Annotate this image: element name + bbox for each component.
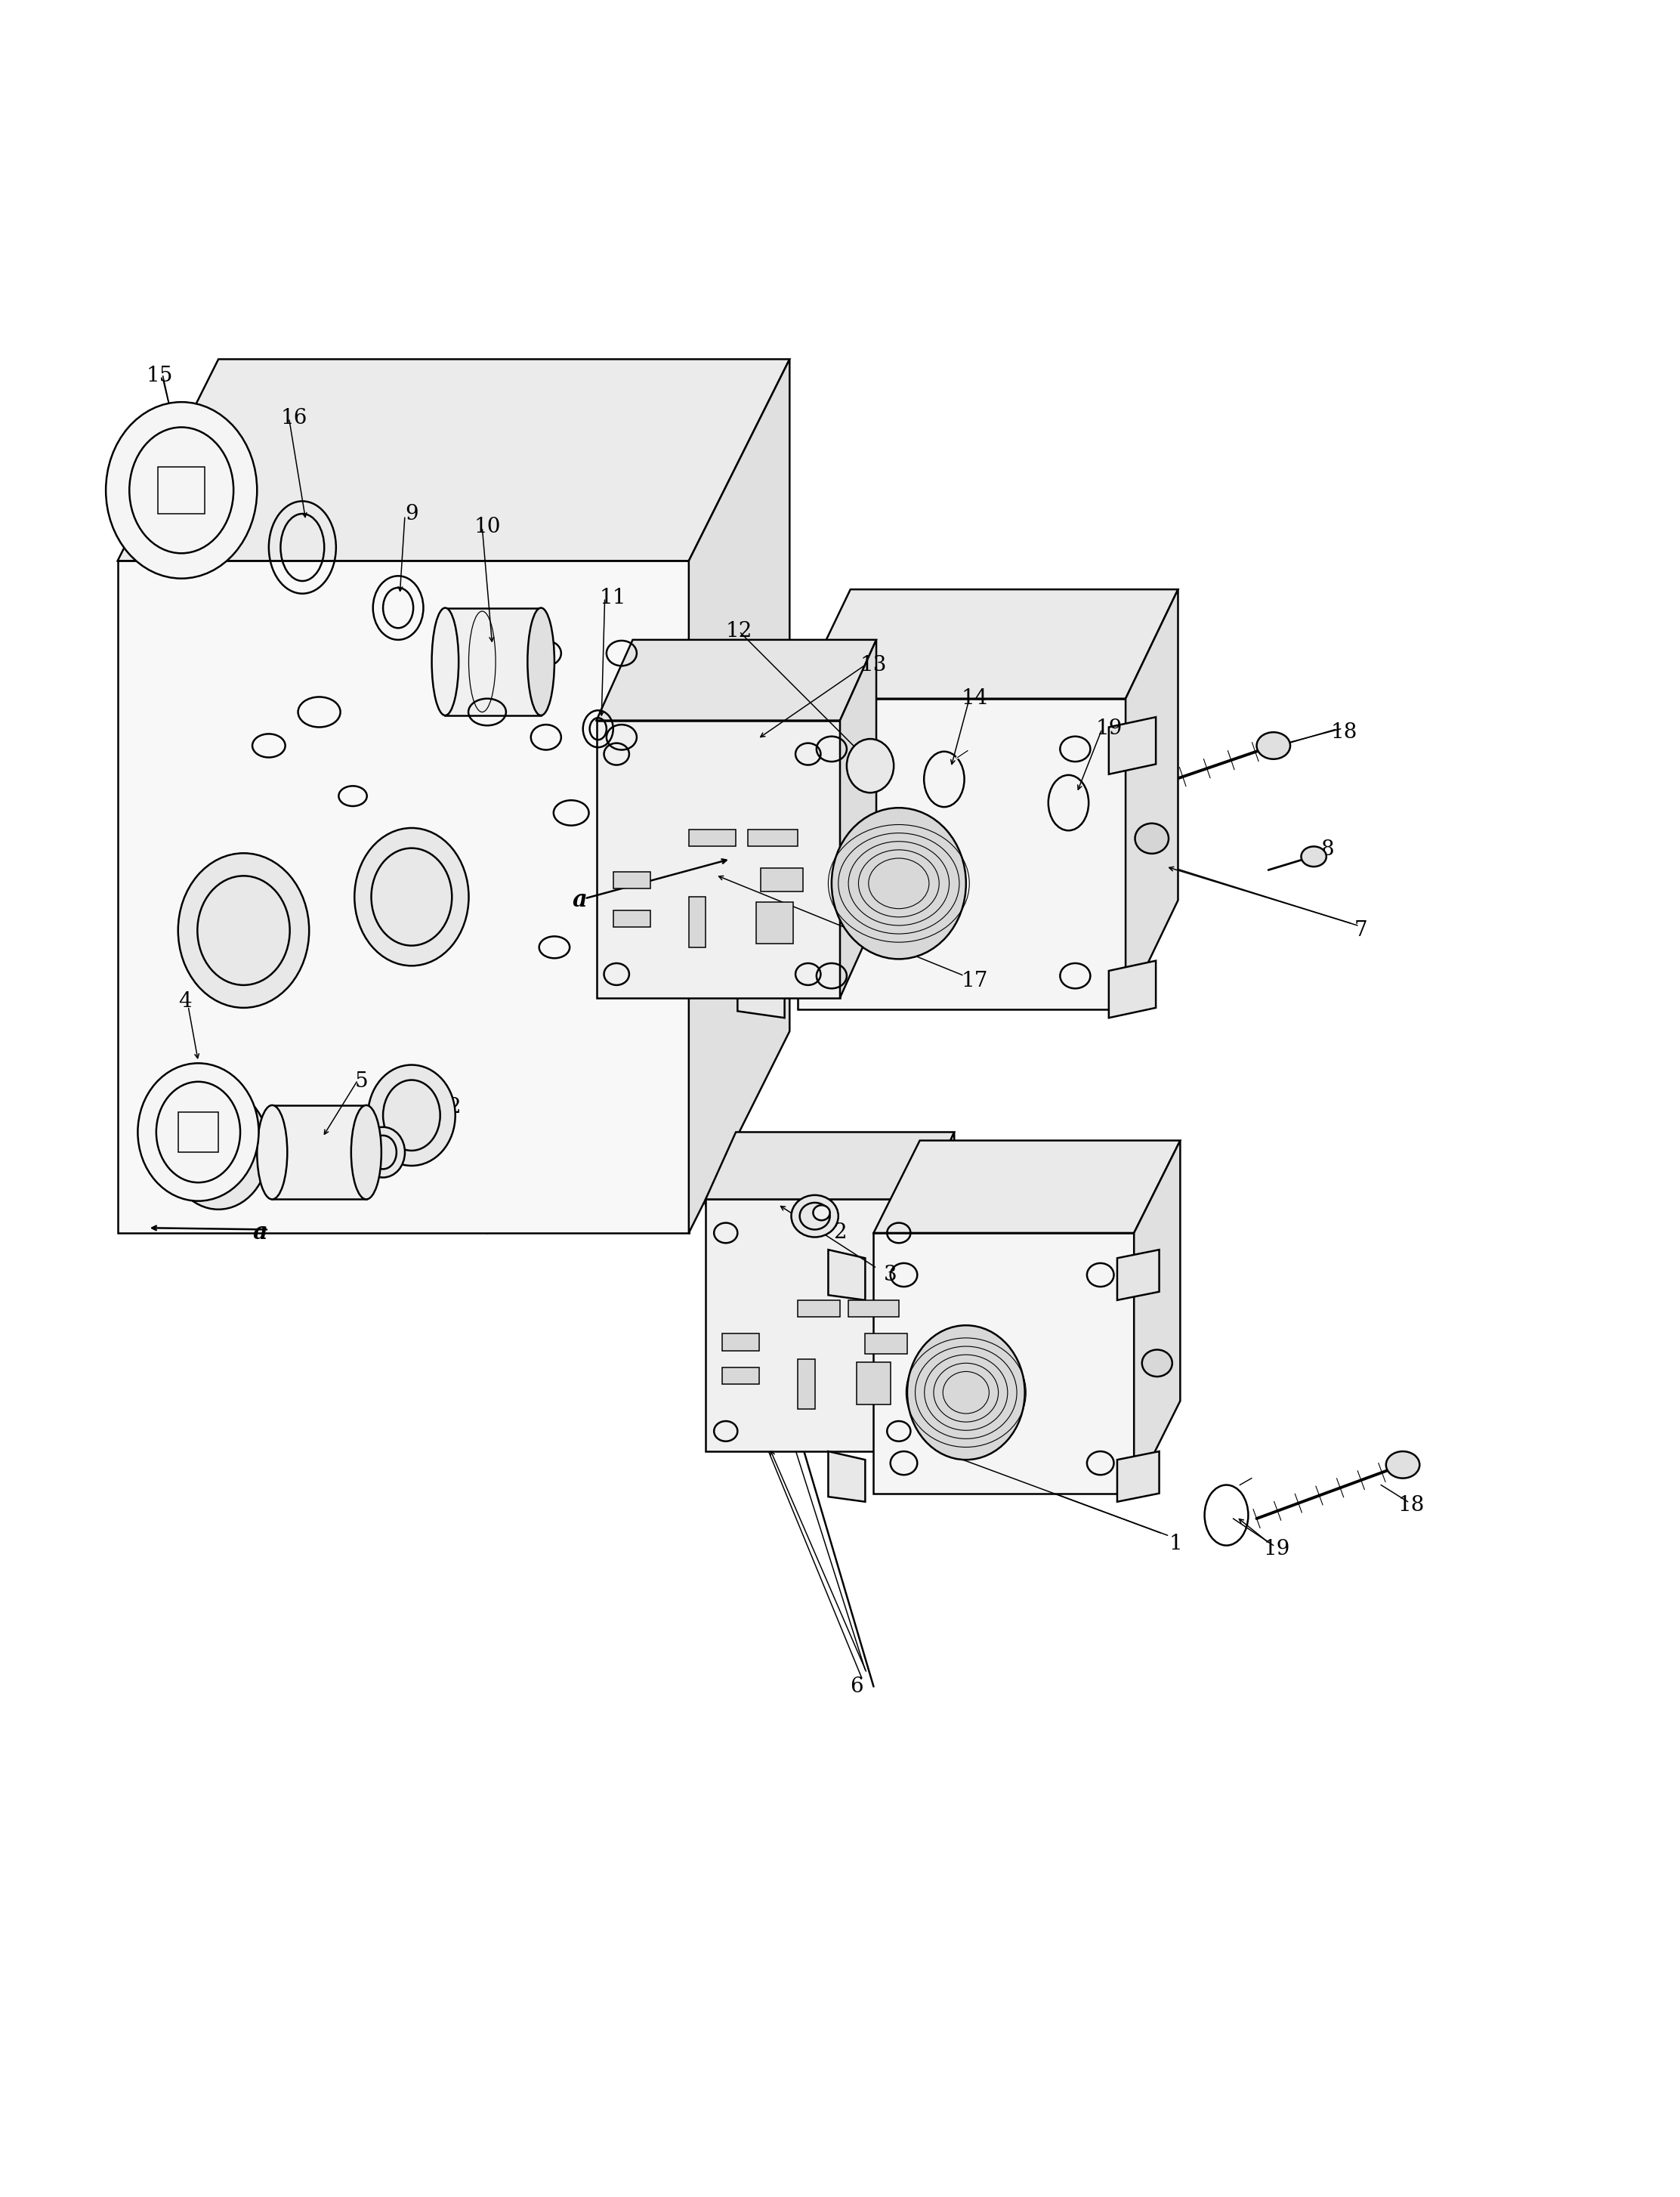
Ellipse shape: [813, 1206, 830, 1219]
Text: 19: 19: [1263, 1538, 1290, 1560]
Ellipse shape: [361, 1127, 405, 1178]
Polygon shape: [706, 1200, 924, 1452]
Bar: [865, 1334, 907, 1353]
Text: 13: 13: [860, 655, 887, 674]
Ellipse shape: [257, 1105, 287, 1200]
Text: 2: 2: [833, 1224, 847, 1244]
Ellipse shape: [138, 1063, 259, 1202]
Polygon shape: [706, 1131, 954, 1200]
Ellipse shape: [178, 852, 309, 1008]
Text: 4: 4: [178, 991, 192, 1011]
Bar: [178, 1112, 218, 1151]
Polygon shape: [118, 560, 689, 1233]
Text: 11: 11: [600, 587, 627, 609]
Bar: [722, 1367, 759, 1384]
Polygon shape: [118, 358, 790, 560]
Text: 16: 16: [281, 409, 307, 428]
Ellipse shape: [847, 738, 894, 793]
Text: 17: 17: [961, 971, 988, 991]
Polygon shape: [689, 822, 748, 914]
Text: 6: 6: [850, 1676, 864, 1696]
Ellipse shape: [106, 402, 257, 578]
Text: 3: 3: [884, 1265, 897, 1285]
Text: 19: 19: [1095, 718, 1122, 738]
Ellipse shape: [1300, 846, 1327, 866]
Bar: [756, 903, 793, 945]
Polygon shape: [874, 1233, 1134, 1494]
Polygon shape: [1109, 960, 1156, 1017]
Text: 1: 1: [1169, 1534, 1183, 1553]
Text: 8: 8: [1320, 839, 1334, 859]
Ellipse shape: [1257, 732, 1290, 760]
Ellipse shape: [168, 1088, 269, 1208]
Polygon shape: [445, 609, 541, 716]
Polygon shape: [874, 1140, 1179, 1233]
Text: 10: 10: [474, 516, 501, 538]
Ellipse shape: [1136, 824, 1169, 855]
Bar: [158, 466, 205, 514]
Bar: [798, 1360, 815, 1408]
Bar: [722, 1334, 759, 1351]
Bar: [613, 872, 650, 888]
Text: 18: 18: [1398, 1494, 1425, 1516]
Polygon shape: [828, 1250, 865, 1301]
Polygon shape: [596, 721, 840, 997]
Text: a: a: [573, 888, 586, 912]
Text: 18: 18: [1331, 723, 1357, 743]
Text: 15: 15: [146, 365, 173, 387]
Text: 5: 5: [354, 1072, 368, 1092]
Bar: [689, 830, 736, 846]
Ellipse shape: [368, 1066, 455, 1167]
Polygon shape: [1134, 1140, 1179, 1494]
Ellipse shape: [354, 828, 469, 967]
Ellipse shape: [351, 1105, 381, 1200]
Bar: [798, 1301, 840, 1316]
Polygon shape: [1117, 1452, 1159, 1503]
Bar: [761, 868, 803, 892]
Ellipse shape: [907, 1325, 1025, 1459]
Text: 9: 9: [405, 503, 418, 523]
Text: 2: 2: [447, 1096, 460, 1116]
Polygon shape: [596, 639, 877, 721]
Polygon shape: [689, 688, 748, 780]
Text: a: a: [254, 1222, 267, 1246]
Polygon shape: [840, 639, 877, 997]
Ellipse shape: [832, 808, 966, 960]
Text: 7: 7: [1354, 921, 1368, 940]
Bar: [748, 830, 798, 846]
Polygon shape: [798, 699, 1126, 1008]
Polygon shape: [1109, 716, 1156, 773]
Polygon shape: [272, 1105, 366, 1200]
Ellipse shape: [1386, 1452, 1420, 1479]
Bar: [689, 896, 706, 947]
Polygon shape: [828, 1452, 865, 1503]
Polygon shape: [924, 1131, 954, 1452]
Polygon shape: [798, 589, 1178, 699]
Ellipse shape: [791, 1195, 838, 1237]
Bar: [613, 910, 650, 927]
Ellipse shape: [528, 609, 554, 716]
Bar: [857, 1362, 890, 1404]
Polygon shape: [738, 960, 785, 1017]
Ellipse shape: [432, 609, 459, 716]
Polygon shape: [689, 358, 790, 1233]
Polygon shape: [1126, 589, 1178, 1008]
Text: 14: 14: [961, 688, 988, 710]
Ellipse shape: [1142, 1349, 1173, 1378]
Polygon shape: [738, 716, 785, 773]
Polygon shape: [1117, 1250, 1159, 1301]
Bar: [848, 1301, 899, 1316]
Text: 12: 12: [726, 622, 753, 642]
